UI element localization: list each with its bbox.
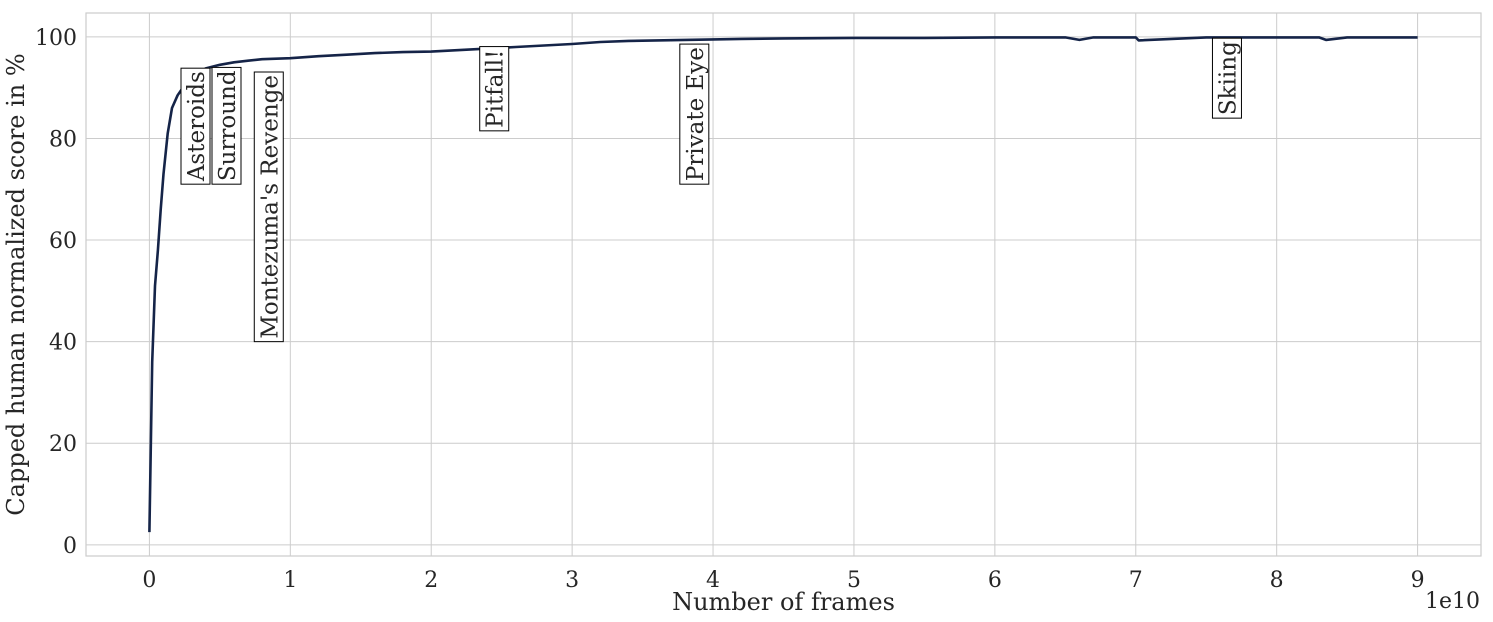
annotation-label: Surround xyxy=(215,70,241,181)
y-tick-label: 80 xyxy=(49,127,77,152)
y-tick-label: 100 xyxy=(35,26,77,51)
y-tick-label: 60 xyxy=(49,229,77,254)
x-tick-label: 0 xyxy=(142,568,156,593)
plot-frame xyxy=(85,12,1482,557)
annotations: Asteroids Surround Montezuma's Revenge Pitf… xyxy=(180,37,1242,343)
x-tick-label: 5 xyxy=(847,568,861,593)
annotation: Surround xyxy=(211,66,242,185)
x-tick-label: 8 xyxy=(1270,568,1284,593)
annotation: Skiing xyxy=(1211,37,1242,119)
annotation-box xyxy=(1211,37,1242,119)
grid-lines xyxy=(86,13,1481,556)
annotation-label: Pitfall! xyxy=(483,50,509,128)
x-axis-offset-text: 1e10 xyxy=(1425,589,1480,614)
x-tick-labels: 0 1 2 3 4 5 6 7 8 9 xyxy=(142,568,1424,593)
annotation: Private Eye xyxy=(679,43,710,185)
y-tick-label: 20 xyxy=(49,432,77,457)
annotation-label: Private Eye xyxy=(683,47,709,181)
annotation-label: Asteroids xyxy=(184,71,210,182)
annotation: Montezuma's Revenge xyxy=(253,71,284,343)
annotation-box xyxy=(211,66,242,185)
x-tick-label: 3 xyxy=(565,568,579,593)
x-tick-label: 4 xyxy=(706,568,720,593)
y-tick-label: 0 xyxy=(63,534,77,559)
y-axis-label: Capped human normalized score in % xyxy=(2,53,30,515)
x-tick-label: 1 xyxy=(283,568,297,593)
annotation-box xyxy=(180,67,211,185)
y-tick-label: 40 xyxy=(49,331,77,356)
annotation: Pitfall! xyxy=(479,46,510,132)
y-tick-labels: 0 20 40 60 80 100 xyxy=(35,26,77,559)
annotation-box xyxy=(679,43,710,185)
x-tick-label: 6 xyxy=(988,568,1002,593)
x-tick-label: 2 xyxy=(424,568,438,593)
x-axis-label: Number of frames xyxy=(672,588,895,616)
x-tick-label: 9 xyxy=(1411,568,1425,593)
annotation-label: Skiing xyxy=(1215,41,1241,115)
annotation: Asteroids xyxy=(180,67,211,185)
annotation-box xyxy=(253,71,284,343)
annotation-label: Montezuma's Revenge xyxy=(257,75,283,339)
annotation-box xyxy=(479,46,510,132)
x-tick-label: 7 xyxy=(1129,568,1143,593)
